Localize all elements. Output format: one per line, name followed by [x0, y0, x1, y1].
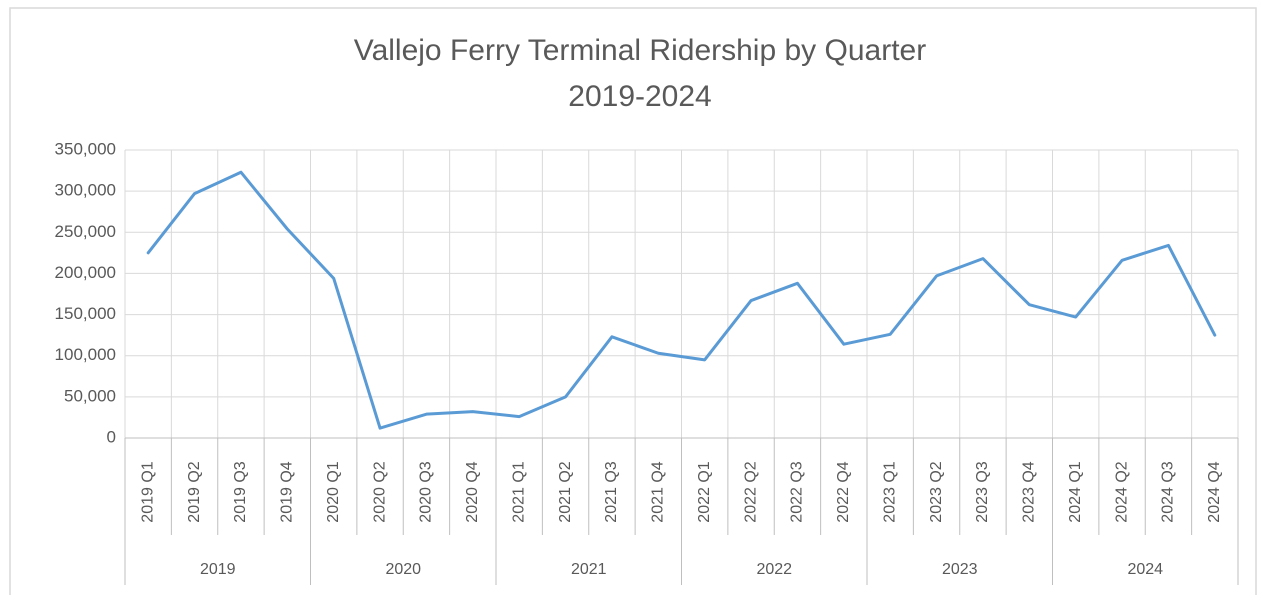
x-tick-label: 2024 Q1 [1067, 461, 1084, 522]
x-group-label: 2024 [1127, 561, 1163, 578]
x-tick-label: 2020 Q4 [464, 461, 481, 522]
x-tick-label: 2019 Q3 [232, 461, 249, 522]
x-tick-label: 2021 Q3 [603, 461, 620, 522]
y-tick-label: 100,000 [55, 345, 116, 364]
chart-title: Vallejo Ferry Terminal Ridership by Quar… [354, 34, 926, 67]
y-tick-label: 250,000 [55, 222, 116, 241]
x-tick-label: 2021 Q4 [650, 461, 667, 522]
chart-frame [9, 7, 1257, 595]
x-tick-label: 2022 Q1 [696, 461, 713, 522]
y-tick-label: 150,000 [55, 304, 116, 323]
y-tick-label: 300,000 [55, 181, 116, 200]
x-tick-label: 2023 Q2 [928, 461, 945, 522]
y-tick-label: 0 [107, 427, 116, 446]
x-tick-label: 2021 Q2 [557, 461, 574, 522]
x-tick-label: 2022 Q2 [742, 461, 759, 522]
x-tick-label: 2019 Q2 [186, 461, 203, 522]
x-group-label: 2023 [942, 561, 978, 578]
data-line [146, 170, 1217, 430]
x-group-label: 2021 [571, 561, 607, 578]
y-tick-label: 50,000 [64, 386, 116, 405]
y-tick-label: 350,000 [55, 139, 116, 158]
x-tick-label: 2020 Q3 [418, 461, 435, 522]
x-tick-label: 2024 Q3 [1160, 461, 1177, 522]
x-tick-label: 2022 Q3 [789, 461, 806, 522]
x-tick-label: 2019 Q4 [279, 461, 296, 522]
x-group-label: 2022 [756, 561, 792, 578]
x-tick-label: 2021 Q1 [510, 461, 527, 522]
x-tick-label: 2024 Q2 [1113, 461, 1130, 522]
chart-subtitle: 2019-2024 [568, 80, 711, 113]
x-tick-label: 2023 Q4 [1021, 461, 1038, 522]
x-group-label: 2020 [385, 561, 421, 578]
x-tick-label: 2023 Q3 [974, 461, 991, 522]
x-group-label: 2019 [200, 561, 236, 578]
x-tick-label: 2022 Q4 [835, 461, 852, 522]
x-tick-label: 2023 Q1 [881, 461, 898, 522]
y-tick-label: 200,000 [55, 263, 116, 282]
x-tick-label: 2020 Q1 [325, 461, 342, 522]
x-tick-label: 2020 Q2 [371, 461, 388, 522]
x-tick-label: 2019 Q1 [139, 461, 156, 522]
x-tick-label: 2024 Q4 [1206, 461, 1223, 522]
